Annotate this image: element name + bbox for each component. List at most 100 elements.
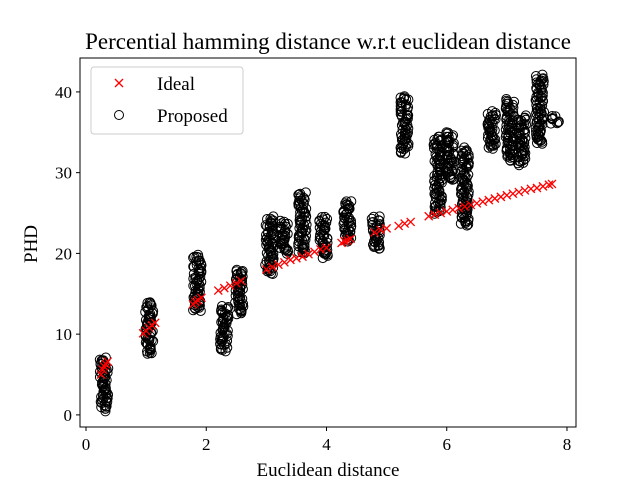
proposed-point: [295, 188, 306, 199]
proposed-point: [490, 107, 501, 119]
legend: Ideal Proposed: [90, 66, 244, 135]
legend-proposed-marker-icon: [114, 110, 124, 120]
proposed-point: [100, 352, 111, 363]
ideal-point: [538, 181, 548, 191]
proposed-point: [553, 116, 564, 127]
proposed-cluster: [530, 69, 550, 149]
ideal-point: [291, 253, 301, 263]
ideal-point: [310, 247, 319, 257]
y-axis-label: PHD: [21, 225, 42, 263]
proposed-point: [275, 215, 286, 226]
proposed-point: [237, 266, 248, 277]
proposed-point: [279, 216, 290, 227]
ideal-point: [448, 205, 458, 215]
proposed-point: [223, 313, 234, 324]
proposed-point: [461, 145, 472, 156]
proposed-point: [316, 212, 328, 223]
proposed-cluster: [512, 110, 532, 171]
proposed-cluster: [314, 211, 333, 264]
proposed-cluster: [366, 211, 385, 254]
ideal-point: [547, 179, 557, 189]
proposed-point: [458, 192, 469, 203]
ideal-point: [236, 276, 246, 286]
proposed-cluster: [482, 106, 501, 154]
y-tick-label: 0: [64, 406, 73, 425]
ideal-point: [472, 198, 482, 208]
ideal-point: [532, 183, 542, 193]
y-tick-label: 30: [55, 164, 72, 183]
ideal-point: [460, 202, 470, 212]
proposed-point: [319, 211, 330, 223]
proposed-point: [223, 302, 234, 313]
ideal-point: [219, 283, 229, 293]
legend-box: [90, 66, 244, 135]
proposed-point: [282, 228, 293, 239]
x-axis-label: Euclidean distance: [257, 460, 400, 480]
ideal-point: [520, 185, 530, 195]
proposed-point: [276, 218, 287, 229]
x-tick-label: 2: [202, 435, 211, 454]
proposed-point: [192, 249, 204, 260]
y-tick-label: 10: [55, 325, 72, 344]
proposed-point: [508, 96, 520, 108]
plot-area: [94, 69, 564, 417]
proposed-point: [401, 121, 412, 132]
ideal-point: [316, 244, 325, 254]
ideal-point: [382, 223, 392, 233]
legend-ideal-label: Ideal: [157, 74, 195, 95]
proposed-point: [519, 113, 530, 124]
ideal-point: [213, 286, 223, 296]
ideal-point: [424, 211, 434, 221]
ideal-point: [297, 252, 307, 262]
ideal-point: [508, 189, 518, 199]
ideal-point: [400, 219, 410, 228]
proposed-point: [396, 111, 408, 122]
ideal-point: [340, 236, 349, 246]
proposed-point: [216, 301, 228, 312]
proposed-point: [237, 271, 248, 282]
y-tick-label: 20: [55, 244, 72, 263]
ideal-point: [370, 227, 380, 237]
proposed-point: [456, 145, 467, 156]
proposed-cluster: [275, 215, 293, 259]
ideal-point: [96, 370, 106, 379]
proposed-cluster: [395, 91, 414, 159]
ideal-point: [322, 243, 331, 253]
proposed-point: [231, 264, 242, 275]
proposed-cluster: [230, 264, 249, 320]
proposed-point: [144, 297, 155, 308]
ideal-point: [273, 260, 283, 270]
legend-ideal-marker-icon: [114, 78, 124, 88]
ideal-point: [430, 210, 440, 220]
proposed-point: [399, 91, 410, 102]
proposed-point: [440, 165, 451, 176]
ideal-point: [196, 293, 206, 303]
ideal-point: [261, 265, 271, 275]
proposed-cluster: [500, 94, 520, 166]
ideal-point: [304, 249, 313, 259]
ideal-point: [496, 192, 506, 202]
proposed-point: [538, 73, 549, 84]
ideal-point: [454, 203, 464, 213]
proposed-point: [374, 211, 385, 222]
proposed-point: [99, 400, 110, 411]
proposed-cluster: [428, 131, 447, 219]
proposed-cluster: [455, 142, 474, 231]
ideal-point: [103, 357, 113, 367]
ideal-point: [490, 194, 500, 203]
proposed-point: [534, 79, 546, 90]
proposed-point: [487, 110, 498, 121]
ideal-point: [514, 187, 524, 197]
ideal-point: [484, 195, 494, 205]
ideal-point: [285, 255, 295, 265]
proposed-point: [341, 196, 352, 207]
proposed-point: [293, 189, 304, 200]
proposed-point: [100, 382, 111, 393]
proposed-point: [486, 117, 497, 128]
proposed-cluster: [545, 111, 564, 129]
x-tick-label: 4: [322, 435, 331, 454]
ideal-point: [150, 318, 160, 328]
proposed-point: [530, 71, 542, 82]
proposed-point: [448, 138, 459, 149]
